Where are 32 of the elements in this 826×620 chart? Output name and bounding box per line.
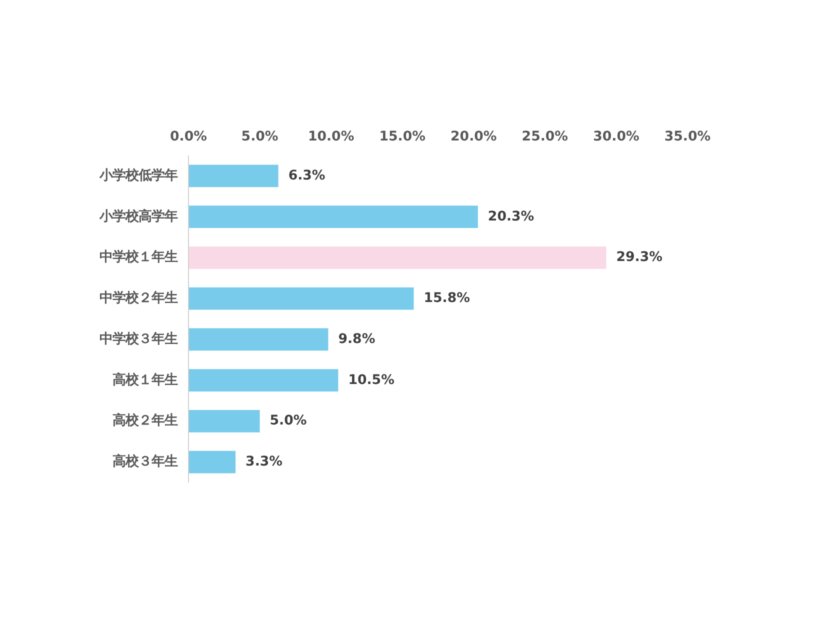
x-tick-label: 0.0% [170, 130, 207, 144]
y-tick-label: 高校２年生 [112, 412, 178, 429]
x-tick-label: 5.0% [241, 130, 278, 144]
data-label: 9.8% [338, 332, 376, 347]
x-tick-label: 20.0% [450, 130, 497, 144]
data-label: 6.3% [288, 168, 326, 184]
y-tick-label: 高校３年生 [112, 454, 178, 470]
x-tick-label: 25.0% [522, 130, 568, 144]
y-tick-label: 高校１年生 [112, 372, 178, 388]
bar [188, 287, 414, 310]
y-tick-label: 小学校高学年 [98, 208, 178, 224]
bar [188, 246, 606, 269]
y-tick-label: 中学校２年生 [100, 290, 178, 306]
x-tick-label: 10.0% [308, 130, 354, 144]
y-tick-label: 中学校１年生 [100, 249, 178, 266]
data-label: 5.0% [270, 414, 307, 429]
data-label: 20.3% [488, 209, 534, 224]
bar [188, 410, 260, 432]
data-label: 15.8% [424, 291, 470, 306]
data-label: 3.3% [246, 454, 283, 470]
y-tick-label: 小学校低学年 [98, 167, 178, 184]
x-tick-label: 30.0% [593, 130, 640, 144]
bar [188, 206, 478, 228]
x-tick-label: 15.0% [379, 130, 426, 144]
x-tick-label: 35.0% [664, 130, 711, 144]
data-label: 29.3% [616, 250, 662, 266]
bar [188, 164, 278, 188]
bar [188, 328, 328, 351]
y-tick-label: 中学校３年生 [100, 330, 178, 347]
bar [188, 450, 236, 474]
bar [188, 369, 338, 392]
data-label: 10.5% [348, 372, 394, 388]
